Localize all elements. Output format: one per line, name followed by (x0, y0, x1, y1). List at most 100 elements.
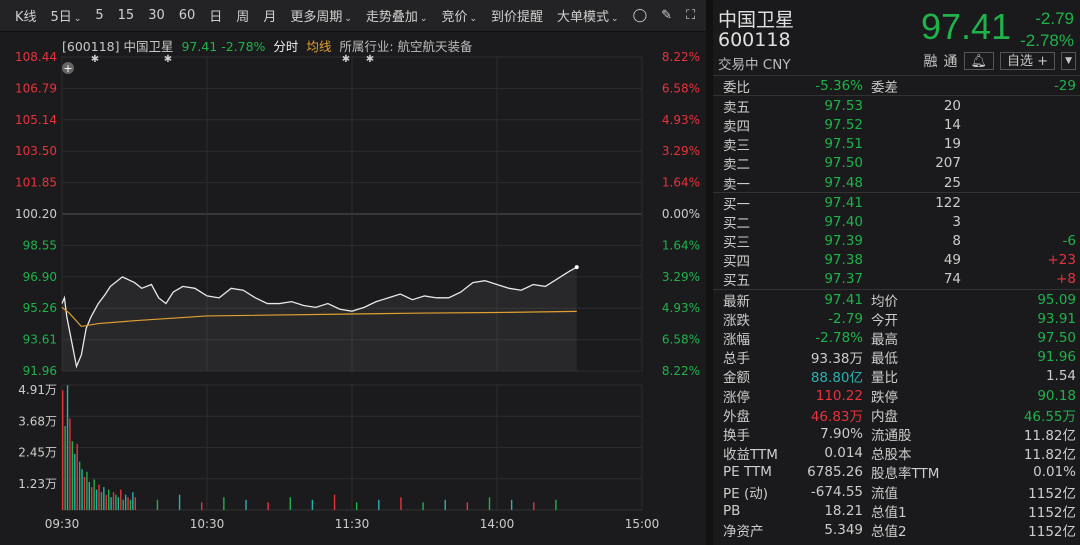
stat-value: 6785.26 (807, 464, 863, 481)
volume-bar (103, 487, 105, 510)
volume-bar (83, 476, 86, 510)
stat-value-2: 11.82亿 (1023, 427, 1076, 444)
stat-value-2: 90.18 (1037, 387, 1076, 404)
industry-label[interactable]: 所属行业: 航空航天装备 (339, 39, 473, 54)
asks-row[interactable]: 卖二 97.50 207 (713, 154, 1080, 173)
time-tick: 09:30 (45, 517, 80, 531)
level-label: 买二 (723, 215, 750, 232)
toolbar-item-4[interactable]: 30 (141, 8, 172, 23)
bids-row[interactable]: 买一 97.41 122 (713, 193, 1080, 213)
toolbar-item-3[interactable]: 15 (111, 8, 142, 23)
stat-label: 涨停 (723, 389, 750, 406)
stat-label-2: 均价 (871, 293, 898, 310)
volume-bar (124, 494, 127, 510)
volume-bar (132, 492, 134, 510)
volume-bar (422, 502, 424, 510)
price-tick: 96.90 (23, 270, 57, 284)
volume-bar (555, 499, 557, 510)
event-marker-icon[interactable]: ✱ (342, 54, 350, 65)
stat-label: PE (动) (723, 485, 768, 502)
time-tick: 10:30 (190, 517, 225, 531)
time-tick: 14:00 (480, 517, 515, 531)
order-ratio: -5.36% (815, 77, 863, 94)
bids-row[interactable]: 买三 97.39 8 -6 (713, 232, 1080, 251)
quote-code: 600118 (718, 29, 791, 51)
volume-bar (81, 469, 83, 510)
stat-row: 换手 7.90% 流通股 11.82亿 (713, 424, 1080, 444)
margin-button[interactable]: 融 (923, 54, 938, 70)
level-price: 97.38 (824, 252, 863, 269)
toolbar-item-label: 大单模式 (557, 10, 610, 25)
bell-icon[interactable]: 🔔︎ (963, 52, 995, 70)
asks-row[interactable]: 卖一 97.48 25 (713, 173, 1080, 193)
quote-price: 97.41 (921, 6, 1012, 47)
level-label: 卖一 (723, 176, 750, 193)
toolbar-item-10[interactable]: 走势叠加 ⌄ (359, 6, 435, 25)
chart-toolbar: K线 5日 ⌄ 5 15 30 60 日周月更多周期 ⌄ 走势叠加 ⌄ 竞价 ⌄ 到价提醒 大单模式 ⌄ ◯ ✎ ⛶ (0, 0, 706, 32)
brush-icon[interactable]: ✎ (661, 8, 673, 23)
toolbar-item-11[interactable]: 竞价 ⌄ (434, 6, 484, 25)
quote-name: 中国卫星 (718, 9, 795, 31)
stat-label: 外盘 (723, 408, 750, 425)
panel-splitter[interactable] (706, 0, 713, 545)
volume-bar (110, 497, 112, 510)
bids-row[interactable]: 买四 97.38 49 +23 (713, 251, 1080, 270)
chevron-down-icon: ⌄ (469, 14, 478, 24)
bids-row[interactable]: 买五 97.37 74 +8 (713, 270, 1080, 289)
change-pct: -2.78% (1020, 31, 1074, 50)
stat-value: 88.80亿 (810, 370, 863, 387)
price-area (62, 267, 577, 371)
add-overlay-icon[interactable] (62, 62, 74, 74)
intraday-chart[interactable]: 108.44 8.22% 106.79 6.58% 105.14 4.93% 103.50 3… (0, 0, 706, 545)
volume-bar (378, 499, 380, 510)
toolbar-item-8[interactable]: 月 (256, 6, 283, 25)
event-marker-icon[interactable]: ✱ (91, 54, 99, 65)
stat-label: 净资产 (723, 523, 764, 540)
level-label: 买一 (723, 196, 750, 213)
toolbar-item-1[interactable]: 5日 ⌄ (44, 6, 89, 25)
bids-row[interactable]: 买二 97.40 3 (713, 212, 1080, 232)
stat-value: 0.014 (824, 445, 863, 462)
toolbar-item-2[interactable]: 5 (88, 8, 110, 23)
stat-label-2: 股息率TTM (871, 466, 940, 483)
stat-label-2: 流通股 (871, 427, 912, 444)
volume-bar (88, 481, 91, 510)
toolbar-item-13[interactable]: 大单模式 ⌄ (550, 6, 626, 25)
asks-row[interactable]: 卖五 97.53 20 (713, 96, 1080, 116)
stat-label: 涨幅 (723, 332, 750, 349)
volume-bar (201, 502, 203, 510)
stat-label: PB (723, 502, 741, 519)
toolbar-item-12[interactable]: 到价提醒 (484, 6, 550, 25)
stat-label: 金额 (723, 370, 750, 387)
pct-tick: 8.22% (662, 50, 700, 64)
connect-button[interactable]: 通 (943, 54, 958, 70)
volume-bar (98, 484, 100, 510)
stat-value: 5.349 (824, 521, 863, 538)
toolbar-item-7[interactable]: 周 (229, 6, 256, 25)
intraday-label[interactable]: 分时 (273, 39, 299, 54)
toolbar-item-9[interactable]: 更多周期 ⌄ (283, 6, 359, 25)
stat-row: 总手 93.38万 最低 91.96 (713, 348, 1080, 367)
add-watchlist-button[interactable]: 自选 + (1000, 52, 1056, 70)
toolbar-item-5[interactable]: 60 (172, 8, 203, 23)
level-volume: 49 (943, 252, 961, 269)
level-price: 97.53 (824, 97, 863, 114)
price-tick: 91.96 (23, 364, 57, 378)
circle-chevron-down-icon[interactable]: ◯ (632, 8, 648, 23)
toolbar-item-6[interactable]: 日 (202, 6, 229, 25)
stat-row: 涨跌 -2.79 今开 93.91 (713, 309, 1080, 329)
watchlist-dropdown-icon[interactable]: ▼ (1061, 52, 1076, 70)
asks-row[interactable]: 卖三 97.51 19 (713, 135, 1080, 154)
fullscreen-icon[interactable]: ⛶ (686, 8, 696, 23)
stat-label: 涨跌 (723, 312, 750, 329)
stat-label-2: 最低 (871, 351, 898, 368)
event-marker-icon[interactable]: ✱ (366, 54, 374, 65)
asks-row[interactable]: 卖四 97.52 14 (713, 115, 1080, 135)
pct-tick: 4.93% (662, 113, 700, 127)
stat-row: 最新 97.41 均价 95.09 (713, 290, 1080, 310)
avg-line-label[interactable]: 均线 (306, 39, 332, 54)
event-marker-icon[interactable]: ✱ (164, 54, 172, 65)
volume-tick: 2.45万 (18, 446, 57, 460)
stat-label: 最新 (723, 293, 750, 310)
toolbar-item-0[interactable]: K线 (8, 6, 44, 25)
